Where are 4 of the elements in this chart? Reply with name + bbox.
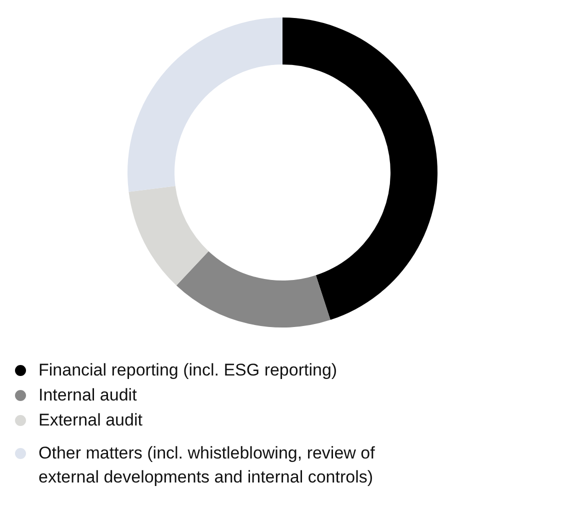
legend-label: Financial reporting (incl. ESG reporting) bbox=[38, 360, 338, 380]
legend-label: External audit bbox=[38, 410, 143, 430]
legend-label: Internal audit bbox=[38, 386, 138, 404]
legend-label: Other matters (incl. whistleblowing, review of external developments and internal controls) bbox=[38, 444, 376, 486]
